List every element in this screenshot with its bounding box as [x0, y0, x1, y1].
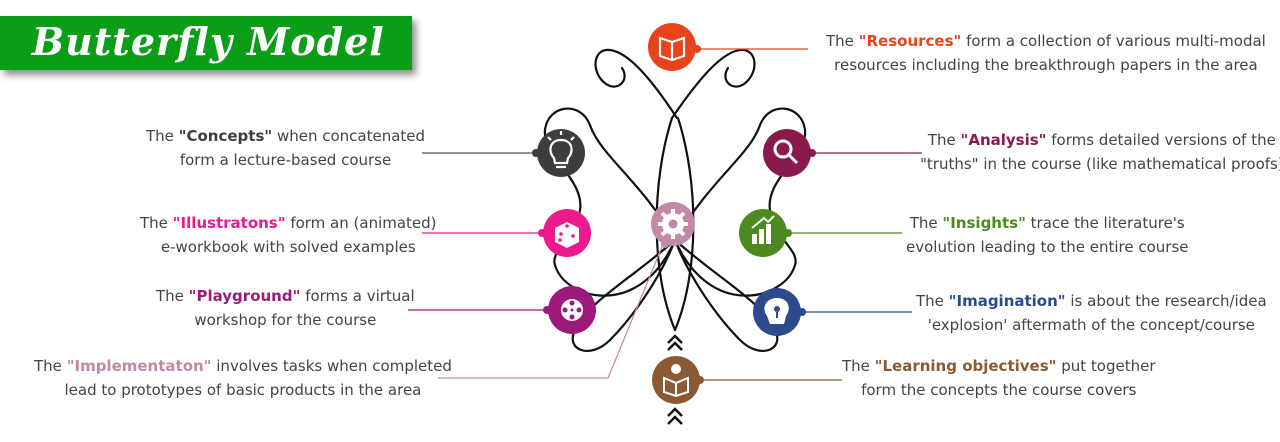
node-analysis[interactable]	[763, 129, 816, 177]
desc-analysis: The "Analysis" forms detailed versions o…	[920, 131, 1280, 173]
book-icon	[658, 36, 686, 62]
film-reel-icon	[561, 299, 583, 321]
desc-resources: The "Resources" form a collection of var…	[826, 32, 1266, 74]
reading-person-icon	[663, 364, 689, 398]
title-banner: Butterfly Model	[0, 16, 412, 70]
antenna-right	[670, 48, 756, 120]
desc-learning: The "Learning objectives" put together f…	[842, 357, 1156, 399]
gear-icon	[658, 209, 688, 239]
node-implementation[interactable]	[651, 202, 695, 248]
growth-chart-icon	[751, 215, 775, 244]
node-playground[interactable]	[543, 286, 596, 334]
chevrons-top	[667, 334, 683, 351]
desc-implementation: The "Implementaton" involves tasks when …	[34, 357, 452, 399]
wing-left-lower	[571, 238, 677, 352]
node-learning[interactable]	[652, 356, 704, 404]
desc-concepts: The "Concepts" when concatenated form a …	[146, 127, 426, 169]
desc-illustrations: The "Illustratons" form an (animated) e-…	[140, 214, 437, 256]
desc-imagination: The "Imagination" is about the research/…	[916, 292, 1267, 334]
connector-implementation	[438, 241, 665, 379]
magnifier-icon	[773, 139, 799, 165]
wing-right-lower	[673, 238, 779, 352]
lightbulb-icon	[547, 131, 575, 169]
brain-bulb-icon	[764, 298, 789, 324]
node-concepts[interactable]	[532, 129, 585, 177]
node-resources[interactable]	[648, 23, 701, 71]
chevrons-bottom	[667, 407, 683, 425]
connector-lines	[408, 48, 922, 381]
page-title: Butterfly Model	[32, 19, 385, 64]
node-insights[interactable]	[739, 209, 792, 257]
node-imagination[interactable]	[753, 288, 806, 336]
antenna-left	[594, 48, 679, 120]
desc-insights: The "Insights" trace the literature's ev…	[906, 214, 1189, 256]
desc-playground: The "Playground" forms a virtual worksho…	[156, 287, 415, 329]
node-illustrations[interactable]	[538, 209, 591, 257]
dice-icon	[555, 222, 579, 248]
